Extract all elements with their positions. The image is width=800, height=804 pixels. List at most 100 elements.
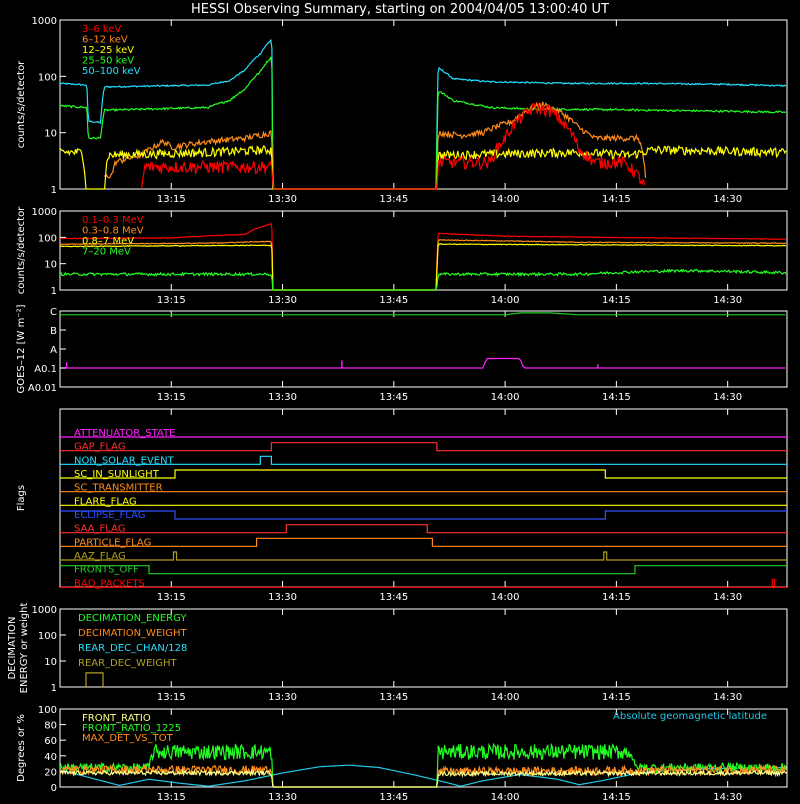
flags-time-tick-label: 13:15 xyxy=(157,592,186,603)
ratio-time-tick-label: 13:15 xyxy=(157,792,186,800)
decimation-frame xyxy=(59,608,788,688)
ratio-y-tick-label: 20 xyxy=(44,767,57,778)
ratio-y-tick-label: 80 xyxy=(44,721,57,732)
flag-line-bad-packets xyxy=(60,578,787,588)
panel1-y-axis-label: counts/s/detector xyxy=(16,60,27,148)
decimation-y-tick-label: 10 xyxy=(44,657,57,668)
ratio-time-tick-label: 14:30 xyxy=(713,792,742,800)
panel1-time-tick-label: 14:15 xyxy=(602,194,631,205)
panel1-legend-entry: 12–25 keV xyxy=(82,45,134,56)
flag-label: GAP_FLAG xyxy=(74,442,126,453)
panel2-time-tick-label: 13:30 xyxy=(268,295,297,306)
decimation-y-tick-label: 100 xyxy=(38,631,57,642)
panel2-time-tick-label: 13:15 xyxy=(157,295,186,306)
panel2-series-7-20-mev xyxy=(59,268,787,291)
decimation-legend-entry: REAR_DEC_CHAN/128 xyxy=(78,643,187,654)
ratio-y-tick-label: 40 xyxy=(44,752,57,763)
panel2-time-tick-label: 14:30 xyxy=(713,295,742,306)
ratio-time-tick-label: 14:00 xyxy=(491,792,520,800)
flag-line-gap-flag xyxy=(60,442,787,452)
ratio-y-tick-label: 100 xyxy=(38,705,57,716)
panel1-series-3-6-kev xyxy=(141,101,646,190)
goes-y-tick-label: B xyxy=(50,326,57,337)
decimation-time-tick-label: 14:00 xyxy=(491,692,520,703)
flags-time-tick-label: 14:15 xyxy=(602,592,631,603)
flag-label: AAZ_FLAG xyxy=(74,551,126,562)
decimation-time-tick-label: 14:15 xyxy=(602,692,631,703)
flag-label: BAD_PACKETS xyxy=(74,578,145,589)
flag-line-sc-in-sunlight xyxy=(60,469,787,479)
ratio-time-tick-label: 13:45 xyxy=(379,792,408,800)
flag-line-fronts-off xyxy=(60,565,787,575)
panel2-legend-entry: 0.3–0.8 MeV xyxy=(82,226,144,237)
goes-time-tick-label: 14:15 xyxy=(602,392,631,403)
decimation-y-tick-label: 1000 xyxy=(32,605,57,616)
panel2-y-tick-label: 100 xyxy=(38,233,57,244)
ratio-legend-entry: FRONT_RATIO xyxy=(82,713,151,724)
decimation-series-rear-dec-weight xyxy=(85,672,104,687)
goes-y-tick-label: A xyxy=(50,345,57,356)
panel2-y-tick-label: 1 xyxy=(51,286,57,297)
flag-label: SAA_FLAG xyxy=(74,524,125,535)
flag-label: NON_SOLAR_EVENT xyxy=(74,455,175,466)
panel1-time-tick-label: 13:30 xyxy=(268,194,297,205)
flags-y-axis-label: Flags xyxy=(16,485,27,511)
flag-label: ECLIPSE_FLAG xyxy=(74,510,145,521)
panel1-y-tick-label: 1 xyxy=(51,185,57,196)
flag-label: FLARE_FLAG xyxy=(74,496,137,507)
goes-time-tick-label: 13:15 xyxy=(157,392,186,403)
panel2-legend-entry: 0.8–7 MeV xyxy=(82,236,134,247)
decimation-legend-entry: REAR_DEC_WEIGHT xyxy=(78,658,177,669)
flags-time-tick-label: 13:45 xyxy=(379,592,408,603)
flag-label: SC_IN_SUNLIGHT xyxy=(74,469,160,480)
panel1-time-tick-label: 14:00 xyxy=(491,194,520,205)
flag-label: SC_TRANSMITTER xyxy=(74,483,163,494)
panel1-y-tick-label: 100 xyxy=(38,72,57,83)
flag-line-aaz-flag xyxy=(60,551,787,561)
panel1-time-tick-label: 14:30 xyxy=(713,194,742,205)
panel2-legend-entry: 0.1–0.3 MeV xyxy=(82,215,144,226)
ratio-y-axis-label: Degrees or % xyxy=(16,714,27,782)
goes-time-tick-label: 14:30 xyxy=(713,392,742,403)
flag-label: ATTENUATOR_STATE xyxy=(74,428,175,439)
goes-y-tick-label: A0.1 xyxy=(34,364,57,375)
decimation-y-axis-label: ENERGY or weight xyxy=(19,603,30,694)
goes-time-tick-label: 14:00 xyxy=(491,392,520,403)
panel1-y-tick-label: 1000 xyxy=(32,16,57,27)
goes-series-upper xyxy=(60,312,786,316)
goes-time-tick-label: 13:30 xyxy=(268,392,297,403)
panel2-y-tick-label: 1000 xyxy=(32,207,57,218)
ratio-time-tick-label: 13:30 xyxy=(268,792,297,800)
panel1-legend-entry: 6–12 keV xyxy=(82,35,128,46)
decimation-time-tick-label: 14:30 xyxy=(713,692,742,703)
goes-y-tick-label: A0.01 xyxy=(28,383,57,394)
goes-time-tick-label: 13:45 xyxy=(379,392,408,403)
flags-time-tick-label: 13:30 xyxy=(268,592,297,603)
goes-y-tick-label: C xyxy=(50,307,57,318)
flags-time-tick-label: 14:30 xyxy=(713,592,742,603)
ratio-y-tick-label: 60 xyxy=(44,736,57,747)
flag-line-eclipse-flag xyxy=(60,510,787,520)
goes-y-axis-label: GOES–12 [W m⁻²] xyxy=(16,304,27,393)
flag-label: FRONTS_OFF xyxy=(74,565,139,576)
panel2-y-axis-label: counts/s/detector xyxy=(16,206,27,294)
decimation-legend-entry: DECIMATION_ENERGY xyxy=(78,613,187,624)
goes-series-lower xyxy=(60,357,786,369)
decimation-legend-entry: DECIMATION_WEIGHT xyxy=(78,628,187,639)
panel1-y-tick-label: 10 xyxy=(44,129,57,140)
flags-time-tick-label: 14:00 xyxy=(491,592,520,603)
ratio-series-front-ratio xyxy=(59,768,787,788)
ratio-right-label: Absolute geomagnetic latitude xyxy=(613,711,767,722)
panel1-legend-entry: 50–100 keV xyxy=(82,66,141,77)
ratio-time-tick-label: 14:15 xyxy=(602,792,631,800)
ratio-y-tick-label: 0 xyxy=(51,783,57,794)
panel1-time-tick-label: 13:15 xyxy=(157,194,186,205)
flag-line-saa-flag xyxy=(60,524,787,534)
figure-title: HESSI Observing Summary, starting on 200… xyxy=(191,2,609,17)
panel2-y-tick-label: 10 xyxy=(44,260,57,271)
panel1-legend-entry: 25–50 keV xyxy=(82,56,134,67)
panel1-legend-entry: 3–6 keV xyxy=(82,24,121,35)
ratio-legend-entry: MAX_DET_VS_TOT xyxy=(82,733,174,744)
panel2-time-tick-label: 14:15 xyxy=(602,295,631,306)
